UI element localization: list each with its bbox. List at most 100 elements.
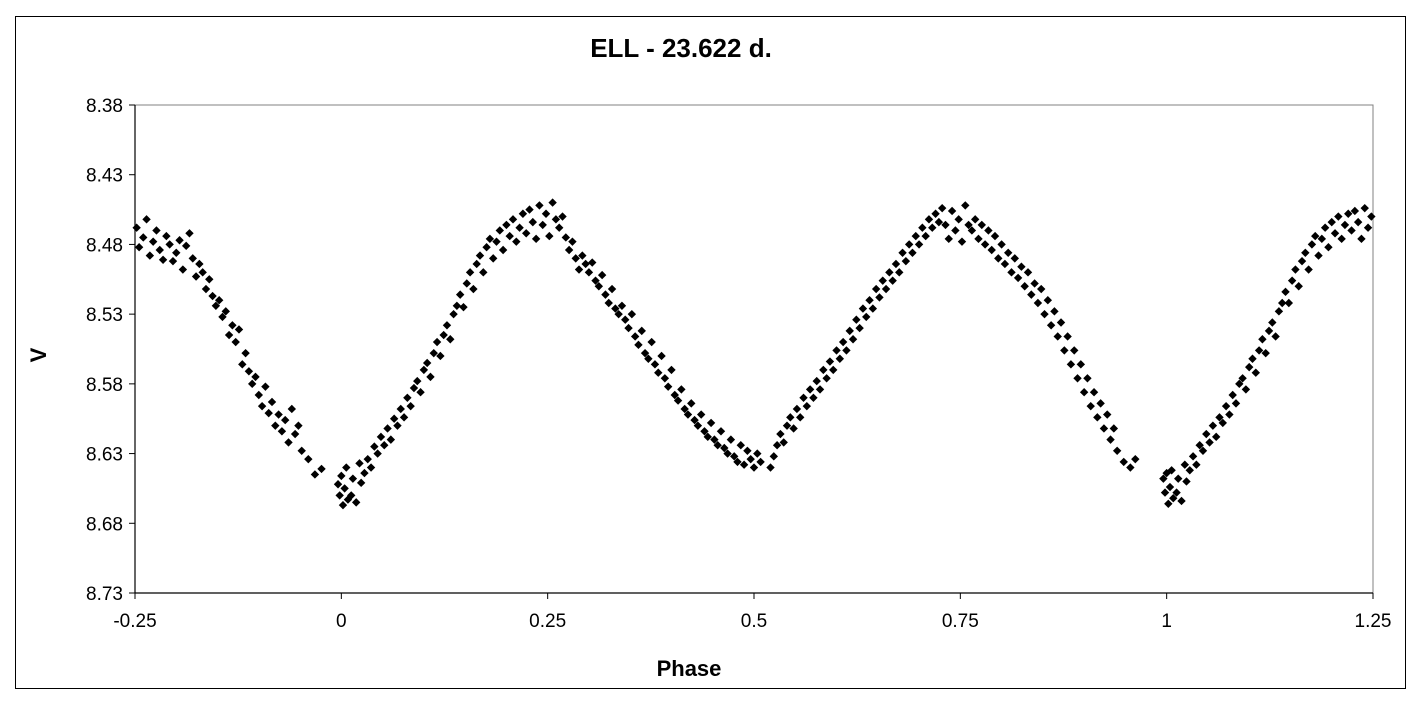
- data-point: [1231, 399, 1241, 408]
- data-point: [987, 245, 996, 255]
- data-point: [492, 237, 501, 246]
- data-point: [1177, 496, 1186, 506]
- data-point: [1294, 282, 1303, 291]
- data-point: [436, 351, 445, 361]
- data-point: [337, 471, 346, 481]
- data-point: [700, 427, 709, 436]
- data-point: [1164, 499, 1173, 508]
- data-point: [142, 215, 151, 224]
- data-point: [1043, 296, 1053, 305]
- data-point: [333, 480, 343, 489]
- data-point: [895, 268, 904, 277]
- data-point: [1251, 368, 1261, 377]
- data-point: [670, 390, 679, 400]
- data-point: [644, 354, 653, 363]
- data-point: [1330, 229, 1340, 238]
- data-point: [1109, 424, 1119, 433]
- data-point: [640, 348, 650, 358]
- data-point: [1284, 298, 1294, 308]
- data-point: [561, 233, 571, 242]
- data-point: [1004, 248, 1013, 257]
- data-point: [1106, 435, 1115, 444]
- data-point: [555, 223, 564, 232]
- data-point: [389, 414, 399, 423]
- data-point: [1159, 474, 1168, 483]
- data-point: [528, 217, 538, 227]
- data-point: [792, 404, 802, 414]
- data-point: [921, 231, 930, 241]
- data-point: [835, 354, 845, 363]
- y-tick-label: 8.43: [86, 166, 123, 187]
- data-point: [594, 282, 604, 291]
- data-point: [680, 404, 689, 414]
- data-point: [1198, 446, 1208, 455]
- data-point: [1030, 279, 1039, 288]
- data-point: [399, 413, 409, 422]
- data-points: [132, 198, 1376, 510]
- data-point: [901, 256, 911, 266]
- data-point: [756, 457, 765, 467]
- data-point: [356, 478, 366, 488]
- data-point: [1020, 282, 1029, 291]
- data-point: [1010, 254, 1020, 263]
- data-point: [845, 326, 854, 336]
- data-point: [819, 365, 828, 375]
- data-point: [211, 301, 221, 310]
- data-point: [284, 438, 293, 447]
- data-point: [455, 290, 465, 299]
- data-point: [485, 234, 495, 244]
- data-point: [660, 374, 670, 383]
- y-tick-label: 8.68: [86, 514, 123, 535]
- x-axis-title: Phase: [657, 656, 722, 681]
- data-point: [720, 443, 729, 453]
- data-point: [432, 337, 442, 347]
- data-point: [247, 379, 257, 389]
- data-point: [419, 365, 429, 375]
- data-point: [885, 268, 894, 277]
- data-point: [713, 441, 722, 450]
- data-point: [340, 484, 349, 493]
- data-point: [1258, 335, 1267, 344]
- data-point: [1050, 307, 1059, 316]
- data-point: [1254, 346, 1264, 355]
- data-point: [967, 226, 977, 235]
- data-point: [776, 429, 785, 439]
- data-point: [465, 268, 475, 277]
- data-point: [683, 410, 693, 419]
- data-point: [634, 340, 643, 350]
- data-point: [271, 421, 280, 430]
- data-point: [1248, 354, 1257, 363]
- data-point: [584, 268, 594, 277]
- data-point: [799, 393, 808, 402]
- data-point: [627, 309, 637, 319]
- data-point: [525, 205, 534, 214]
- data-point: [1103, 410, 1112, 419]
- data-point: [954, 215, 963, 224]
- data-point: [1023, 268, 1033, 277]
- data-point: [957, 237, 967, 246]
- data-point: [1218, 418, 1227, 428]
- data-point: [363, 454, 372, 464]
- data-point: [234, 325, 244, 334]
- data-point: [1314, 251, 1323, 260]
- data-point: [1017, 262, 1026, 271]
- data-point: [205, 275, 214, 284]
- data-point: [413, 376, 422, 386]
- data-point: [749, 463, 759, 472]
- data-point: [588, 258, 597, 267]
- data-point: [538, 220, 547, 230]
- data-point: [479, 268, 488, 277]
- data-point: [1211, 432, 1221, 442]
- data-point: [505, 231, 514, 241]
- data-point: [789, 424, 798, 433]
- data-point: [961, 201, 970, 210]
- x-tick-label: 1.25: [1355, 611, 1392, 632]
- data-point: [706, 418, 716, 428]
- data-point: [782, 421, 792, 430]
- data-point: [355, 459, 364, 468]
- data-point: [908, 248, 917, 257]
- data-point: [393, 421, 402, 430]
- data-point: [1013, 273, 1023, 283]
- data-point: [617, 301, 627, 310]
- data-point: [1245, 362, 1254, 372]
